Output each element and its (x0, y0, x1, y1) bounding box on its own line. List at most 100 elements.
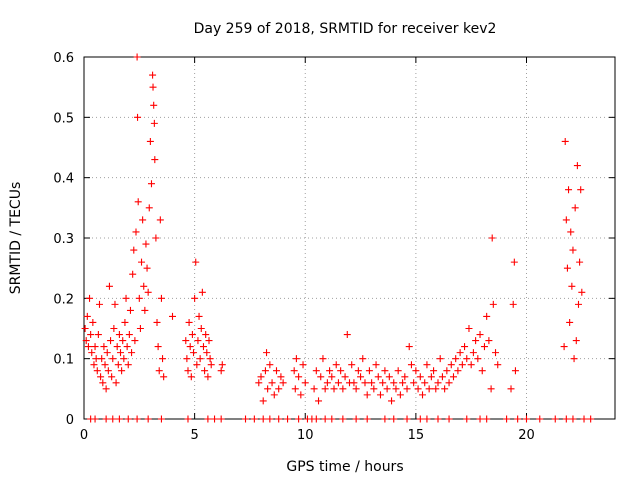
data-point (438, 373, 446, 381)
data-point (381, 415, 389, 423)
data-point (103, 349, 111, 357)
data-point (348, 361, 356, 369)
data-point (82, 337, 90, 345)
data-point (145, 204, 153, 212)
data-point (154, 343, 162, 351)
data-point (124, 415, 132, 423)
data-point (84, 343, 92, 351)
data-point (388, 397, 396, 405)
data-point (461, 343, 469, 351)
data-point (203, 349, 211, 357)
data-point (112, 379, 120, 387)
data-point (155, 367, 163, 375)
data-point (485, 337, 493, 345)
data-point (507, 385, 515, 393)
data-point (146, 137, 154, 145)
data-point (328, 373, 336, 381)
data-point (218, 361, 226, 369)
data-point (326, 367, 334, 375)
x-tick-label: 15 (408, 428, 425, 443)
data-point (125, 331, 133, 339)
data-point (536, 415, 544, 423)
data-point (295, 415, 303, 423)
data-point (476, 415, 484, 423)
data-point (90, 361, 98, 369)
data-point (445, 379, 453, 387)
data-point (255, 379, 263, 387)
data-point (423, 415, 431, 423)
data-point (150, 119, 158, 127)
data-point (187, 373, 195, 381)
data-point (99, 379, 107, 387)
chart-title: Day 259 of 2018, SRMTID for receiver kev… (194, 21, 497, 37)
data-point (259, 415, 267, 423)
data-point (399, 379, 407, 387)
data-point (312, 367, 320, 375)
data-point (134, 113, 142, 121)
data-points (81, 53, 595, 423)
data-point (403, 385, 411, 393)
data-point (159, 355, 167, 363)
data-point (201, 367, 209, 375)
y-tick-label: 0.3 (53, 232, 74, 247)
data-point (217, 415, 225, 423)
data-point (291, 385, 299, 393)
x-tick-label: 20 (518, 428, 535, 443)
data-point (198, 288, 206, 296)
data-point (469, 349, 477, 357)
data-point (421, 379, 429, 387)
data-point (416, 373, 424, 381)
data-point (182, 337, 190, 345)
data-point (381, 367, 389, 375)
data-point (188, 331, 196, 339)
data-point (447, 361, 455, 369)
data-point (334, 379, 342, 387)
data-point (357, 373, 365, 381)
data-point (275, 415, 283, 423)
data-point (111, 300, 119, 308)
data-point (407, 361, 415, 369)
data-point (87, 331, 95, 339)
data-point (339, 415, 347, 423)
data-point (81, 325, 89, 332)
data-point (572, 337, 580, 345)
data-point (379, 379, 387, 387)
data-point (390, 379, 398, 387)
data-point (205, 337, 213, 345)
data-point (119, 337, 127, 345)
data-point (312, 415, 320, 423)
data-point (339, 385, 347, 393)
data-point (376, 391, 384, 399)
y-tick-label: 0.5 (53, 111, 74, 126)
data-point (443, 367, 451, 375)
data-point (272, 367, 280, 375)
data-point (476, 331, 484, 339)
data-point (122, 294, 130, 302)
data-point (277, 373, 285, 381)
data-point (88, 349, 96, 357)
data-point (250, 415, 258, 423)
data-point (488, 234, 496, 242)
data-point (191, 294, 199, 302)
data-point (568, 282, 576, 290)
data-point (134, 198, 142, 206)
data-point (91, 415, 99, 423)
data-point (133, 53, 141, 61)
data-point (207, 361, 215, 369)
data-point (445, 415, 453, 423)
data-point (359, 355, 367, 363)
y-tick-label: 0 (66, 413, 74, 428)
data-point (483, 312, 491, 320)
data-point (570, 355, 578, 363)
data-point (580, 415, 588, 423)
data-point (194, 337, 202, 345)
data-point (565, 186, 573, 194)
data-point (350, 379, 358, 387)
data-point (452, 355, 460, 363)
data-point (463, 415, 471, 423)
data-point (432, 385, 440, 393)
data-point (135, 294, 143, 302)
data-point (551, 415, 559, 423)
data-point (257, 373, 265, 381)
data-point (434, 379, 442, 387)
